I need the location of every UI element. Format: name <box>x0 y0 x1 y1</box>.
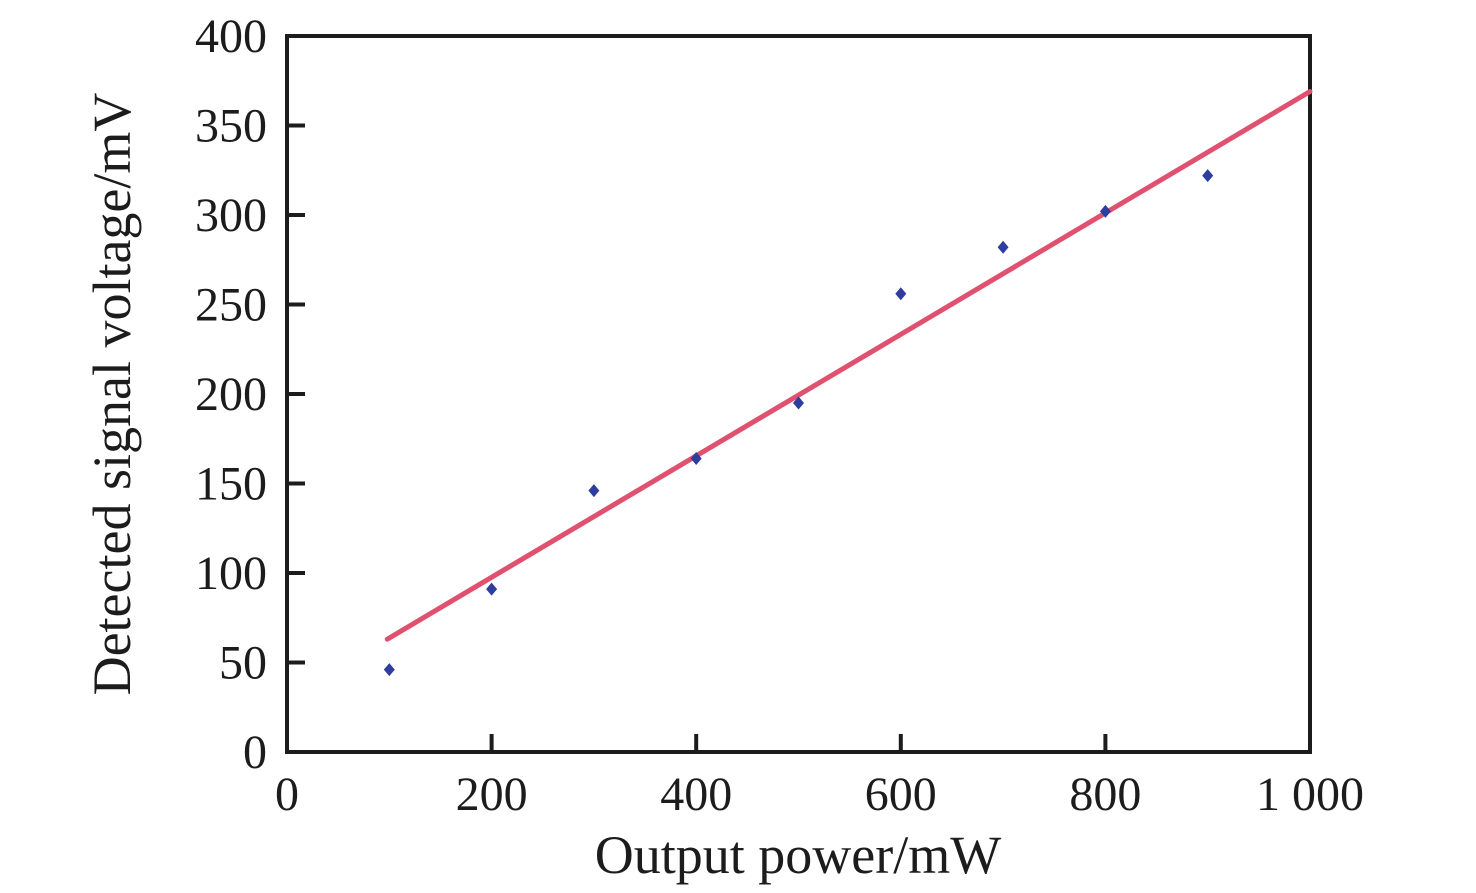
y-tick-label: 250 <box>195 279 267 332</box>
x-tick-label: 0 <box>275 768 299 821</box>
y-tick-label: 50 <box>219 637 267 690</box>
y-tick-label: 200 <box>195 368 267 421</box>
y-tick-label: 350 <box>195 100 267 153</box>
fit-line-group <box>384 88 1313 642</box>
y-tick-label: 100 <box>195 547 267 600</box>
data-point <box>1099 204 1111 218</box>
y-axis-title: Detected signal voltage/mV <box>82 93 142 696</box>
x-tick-label: 600 <box>865 768 937 821</box>
data-point <box>793 396 804 410</box>
x-tick-label: 800 <box>1069 768 1141 821</box>
y-tick-label: 150 <box>195 458 267 511</box>
fit-line <box>384 88 1313 642</box>
y-tick-label: 300 <box>195 189 267 242</box>
data-point <box>383 663 395 677</box>
x-tick-label: 200 <box>456 768 528 821</box>
y-tick-label: 400 <box>195 10 267 63</box>
data-point <box>895 287 907 301</box>
x-tick-label: 400 <box>660 768 732 821</box>
data-point <box>588 484 600 498</box>
y-tick-label: 0 <box>243 726 267 779</box>
data-point <box>1202 169 1214 183</box>
axis-ticks: 0 200 400 600 800 1 000 0 50 100 150 200 250 300 350 4… <box>195 10 1364 821</box>
data-points-group <box>383 169 1214 677</box>
data-point <box>690 451 702 465</box>
data-point <box>486 582 498 596</box>
x-tick-label: 1 000 <box>1256 768 1364 821</box>
data-point <box>997 240 1009 254</box>
x-axis-title: Output power/mW <box>595 825 1001 885</box>
